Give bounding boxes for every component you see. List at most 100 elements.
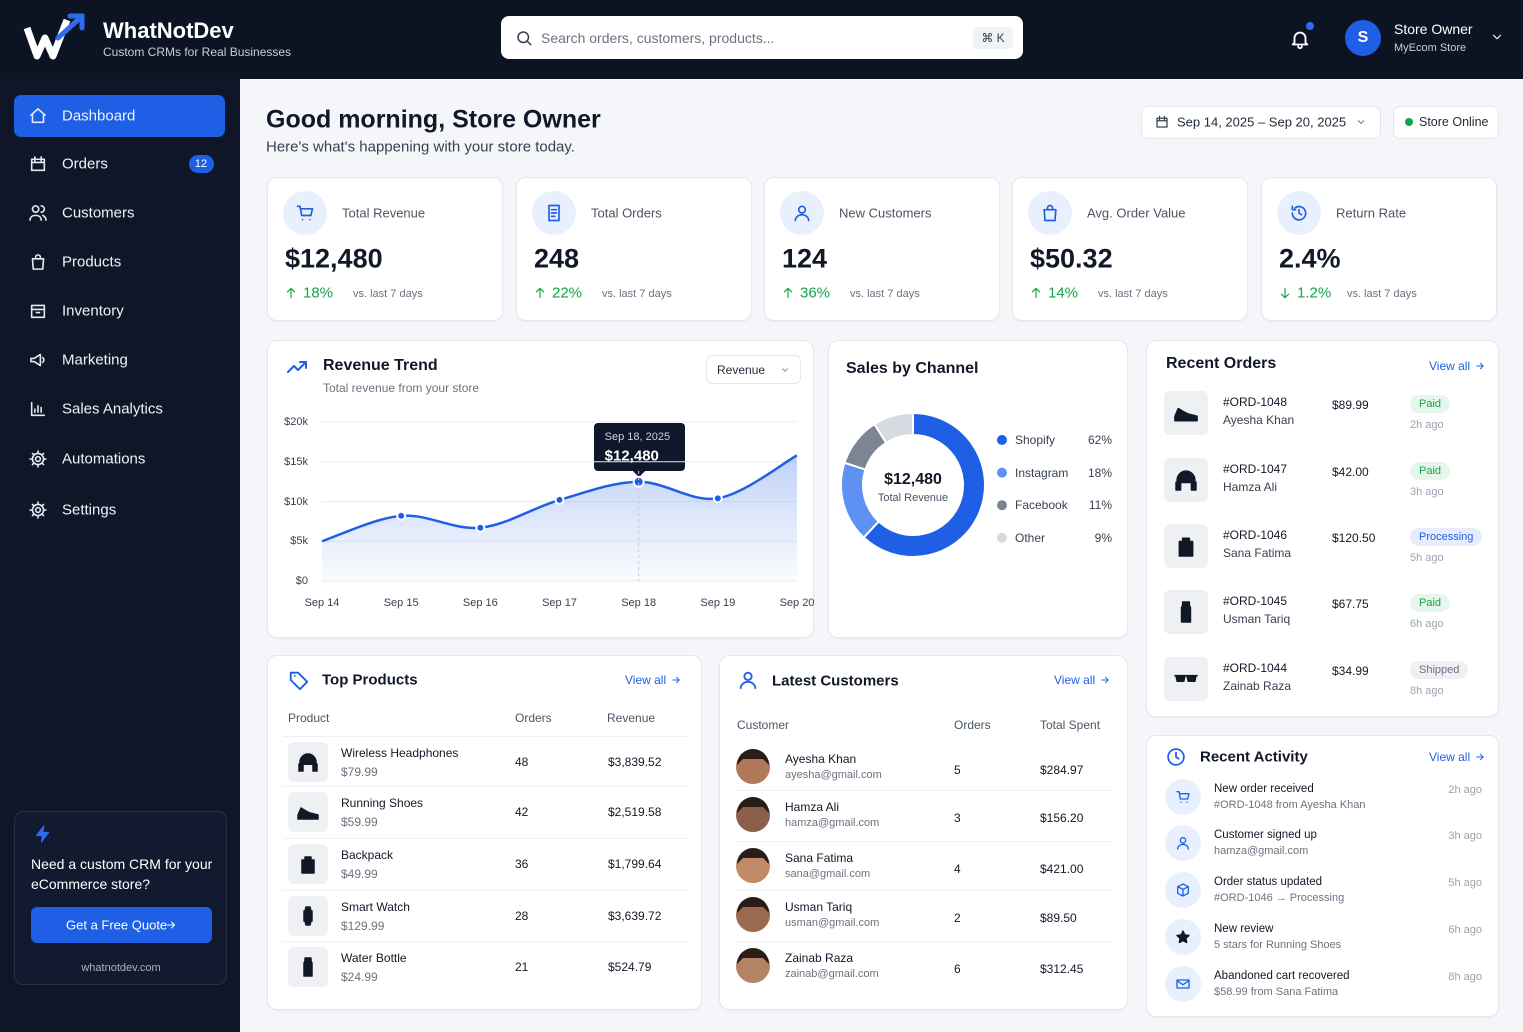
order-time: 8h ago xyxy=(1410,685,1444,697)
y-tick-label: $5k xyxy=(290,535,308,548)
kpi-change: 22% xyxy=(552,284,583,302)
kpi-compare: vs. last 7 days xyxy=(850,288,920,300)
avatar-initial: S xyxy=(1357,29,1369,46)
promo-button-label: Get a Free Quote xyxy=(66,917,168,933)
nav-label: Inventory xyxy=(62,302,124,320)
view-all-link[interactable]: View all xyxy=(625,673,667,687)
row-divider xyxy=(283,838,688,839)
tooltip-date: Sep 18, 2025 xyxy=(604,431,671,443)
nav-label: Products xyxy=(62,253,122,271)
view-all-link[interactable]: View all xyxy=(1429,750,1471,764)
legend-value: 11% xyxy=(1088,498,1112,513)
kpi-label: New Customers xyxy=(839,205,932,221)
kpi-label: Total Orders xyxy=(591,205,662,221)
order-status: Paid xyxy=(1410,462,1451,480)
activity-time: 5h ago xyxy=(1448,877,1482,889)
search-box[interactable] xyxy=(501,16,1023,59)
product-thumb xyxy=(1164,657,1208,701)
activity-title: New review xyxy=(1214,923,1274,935)
chart-title: Sales by Channel xyxy=(846,360,979,377)
column-header: Total Spent xyxy=(1040,718,1101,732)
product-thumb xyxy=(1164,391,1208,435)
nav-label: Customers xyxy=(62,204,135,222)
donut-center-label: Total Revenue xyxy=(877,492,949,504)
chart-subtitle: Total revenue from your store xyxy=(323,381,480,395)
view-all-link[interactable]: View all xyxy=(1429,359,1471,373)
legend-label: Other xyxy=(1015,530,1046,545)
order-status: Paid xyxy=(1410,395,1451,413)
activity-title: New order received xyxy=(1214,783,1314,795)
promo-url: whatnotdev.com xyxy=(81,962,161,974)
product-orders: 48 xyxy=(515,755,529,769)
activity-time: 3h ago xyxy=(1448,830,1482,842)
nav-label: Orders xyxy=(62,155,108,173)
customer-email: sana@gmail.com xyxy=(785,868,871,880)
nav-badge-bg xyxy=(189,155,214,173)
nav-label: Dashboard xyxy=(62,107,136,125)
x-tick-label: Sep 20 xyxy=(779,597,815,609)
row-divider xyxy=(283,736,688,737)
x-tick-label: Sep 15 xyxy=(383,597,419,609)
kpi-compare: vs. last 7 days xyxy=(602,288,672,300)
y-tick-label: $20k xyxy=(284,416,308,428)
column-header: Product xyxy=(288,711,330,725)
product-revenue: $3,839.52 xyxy=(608,755,662,769)
legend-value: 9% xyxy=(1094,530,1112,545)
order-status: Paid xyxy=(1410,594,1451,612)
view-all-link[interactable]: View all xyxy=(1054,673,1096,687)
kpi-compare: vs. last 7 days xyxy=(1098,288,1168,300)
kpi-label: Total Revenue xyxy=(342,205,426,221)
activity-detail: $58.99 from Sana Fatima xyxy=(1214,986,1339,998)
nav-item[interactable] xyxy=(14,489,225,531)
activity-card xyxy=(1146,735,1499,1017)
kpi-value: 248 xyxy=(534,243,580,274)
greeting-title: Good morning, Store Owner xyxy=(266,105,601,134)
product-thumb xyxy=(1164,458,1208,502)
activity-title: Order status updated xyxy=(1214,876,1323,888)
x-tick-label: Sep 19 xyxy=(700,597,736,609)
product-name: Water Bottle xyxy=(341,951,407,965)
search-placeholder: Search orders, customers, products... xyxy=(541,30,775,46)
promo-button[interactable] xyxy=(31,907,212,943)
customers-card xyxy=(719,655,1128,1010)
y-tick-label: $10k xyxy=(284,495,308,508)
kpi-value: $12,480 xyxy=(285,243,383,274)
nav-label: Marketing xyxy=(62,351,128,369)
order-customer: Usman Tariq xyxy=(1223,612,1291,626)
customer-spent: $156.20 xyxy=(1040,811,1084,825)
order-amount: $120.50 xyxy=(1332,531,1376,545)
activity-time: 8h ago xyxy=(1448,971,1482,983)
order-time: 6h ago xyxy=(1410,618,1444,630)
order-status: Shipped xyxy=(1410,661,1469,679)
product-thumb xyxy=(1164,524,1208,568)
kpi-value: $50.32 xyxy=(1030,243,1113,274)
product-orders: 36 xyxy=(515,857,529,871)
nav-label: Automations xyxy=(62,450,146,468)
metric-dropdown[interactable] xyxy=(706,355,801,384)
chart-title: Revenue Trend xyxy=(323,357,438,374)
kpi-change: 36% xyxy=(800,284,831,302)
product-revenue: $3,639.72 xyxy=(608,909,662,923)
product-revenue: $2,519.58 xyxy=(608,805,662,819)
card-title: Recent Orders xyxy=(1166,355,1277,372)
customer-email: zainab@gmail.com xyxy=(785,968,879,980)
legend-label: Shopify xyxy=(1015,433,1056,447)
card-title: Top Products xyxy=(322,671,418,689)
order-time: 2h ago xyxy=(1410,419,1444,431)
x-tick-label: Sep 16 xyxy=(462,597,498,609)
nav-badge: 12 xyxy=(194,158,208,170)
date-picker[interactable] xyxy=(1141,106,1381,139)
promo-card xyxy=(14,811,227,985)
legend-label: Instagram xyxy=(1015,465,1069,480)
customer-spent: $284.97 xyxy=(1040,763,1084,777)
kpi-label: Return Rate xyxy=(1336,205,1407,221)
activity-detail: #ORD-1048 from Ayesha Khan xyxy=(1214,799,1366,811)
customer-email: ayesha@gmail.com xyxy=(785,769,882,781)
customer-orders: 4 xyxy=(954,862,961,876)
activity-time: 2h ago xyxy=(1448,784,1482,796)
row-divider xyxy=(735,941,1113,942)
x-tick-label: Sep 14 xyxy=(304,597,340,609)
